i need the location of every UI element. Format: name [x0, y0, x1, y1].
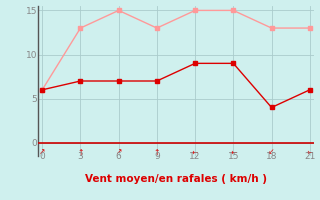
Text: ←: ←: [230, 148, 236, 157]
Text: ↗: ↗: [39, 148, 45, 157]
Text: 3: 3: [77, 152, 83, 161]
Text: ←: ←: [307, 148, 313, 157]
Text: ↑: ↑: [77, 148, 84, 157]
Text: 0: 0: [39, 152, 45, 161]
Text: ←: ←: [192, 148, 198, 157]
Text: 9: 9: [154, 152, 160, 161]
Text: 21: 21: [304, 152, 316, 161]
Text: 15: 15: [228, 152, 239, 161]
Text: ↗: ↗: [116, 148, 122, 157]
Text: ↑: ↑: [154, 148, 160, 157]
Text: ↙: ↙: [268, 148, 275, 157]
Text: 18: 18: [266, 152, 277, 161]
X-axis label: Vent moyen/en rafales ( km/h ): Vent moyen/en rafales ( km/h ): [85, 174, 267, 184]
Text: 6: 6: [116, 152, 122, 161]
Text: 12: 12: [189, 152, 201, 161]
